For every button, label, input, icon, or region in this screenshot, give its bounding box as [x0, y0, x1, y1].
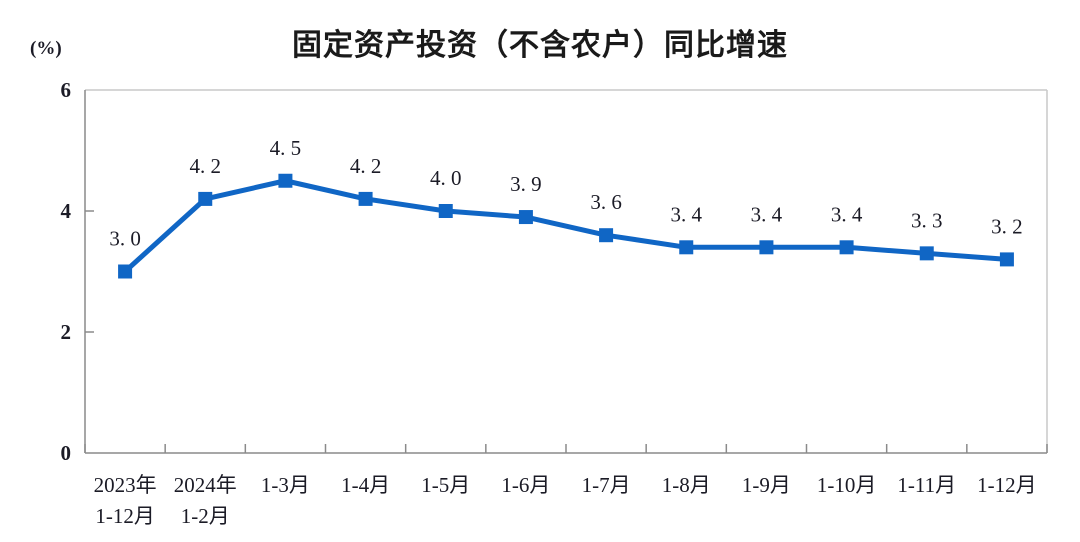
data-point-label: 4. 0 [430, 166, 462, 190]
x-axis-label: 2023年 [94, 473, 157, 497]
data-point-marker [759, 240, 774, 255]
y-axis-tick-label: 6 [61, 78, 72, 102]
data-point-label: 3. 3 [911, 208, 943, 232]
x-axis-label: 1-2月 [181, 504, 230, 528]
y-axis-tick-label: 2 [61, 320, 72, 344]
x-axis-label: 1-3月 [261, 473, 310, 497]
data-point-label: 3. 9 [510, 172, 542, 196]
data-point-marker [679, 240, 694, 255]
data-point-label: 3. 2 [991, 214, 1023, 238]
trend-line [122, 178, 1010, 274]
data-point-marker [278, 173, 293, 188]
data-point-label: 3. 0 [109, 227, 141, 251]
data-point-marker [518, 210, 533, 225]
data-point-label: 4. 2 [350, 154, 382, 178]
x-axis-label: 1-12月 [95, 504, 155, 528]
data-point-marker [999, 252, 1014, 267]
x-axis-label: 1-6月 [501, 473, 550, 497]
x-axis-label: 1-7月 [582, 473, 631, 497]
data-point-marker [599, 228, 614, 243]
x-axis-label: 1-8月 [662, 473, 711, 497]
x-axis-label: 2024年 [174, 473, 237, 497]
x-axis-label: 1-9月 [742, 473, 791, 497]
data-point-marker [118, 264, 133, 279]
y-axis-tick-label: 4 [61, 199, 72, 223]
y-axis-tick-label: 0 [61, 441, 72, 465]
data-point-label: 3. 4 [751, 202, 783, 226]
data-point-label: 3. 4 [831, 202, 863, 226]
x-axis-label: 1-11月 [897, 473, 956, 497]
data-point-marker [198, 191, 213, 206]
chart-title: 固定资产投资（不含农户）同比增速 [292, 29, 788, 62]
x-axis-label: 1-10月 [817, 473, 877, 497]
data-point-marker [919, 246, 934, 261]
data-point-label: 3. 4 [671, 202, 703, 226]
y-axis-unit-label: (%) [30, 38, 62, 59]
data-point-marker [839, 240, 854, 255]
x-axis-label: 1-4月 [341, 473, 390, 497]
data-point-label: 4. 2 [190, 154, 222, 178]
data-point-label: 4. 5 [270, 136, 302, 160]
data-point-label: 3. 6 [590, 190, 622, 214]
x-axis-label: 1-5月 [421, 473, 470, 497]
data-point-marker [358, 191, 373, 206]
x-axis-label: 1-12月 [977, 473, 1037, 497]
data-point-marker [438, 204, 453, 218]
